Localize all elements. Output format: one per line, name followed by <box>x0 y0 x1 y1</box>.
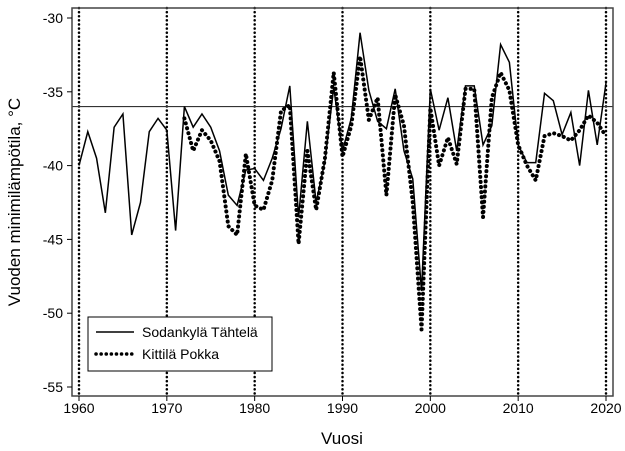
legend-label-sodankyla: Sodankylä Tähtelä <box>142 324 258 340</box>
legend: Sodankylä Tähtelä Kittilä Pokka <box>87 316 273 372</box>
y-tick-label: -55 <box>43 379 63 395</box>
x-tick-label: 2010 <box>503 400 534 416</box>
x-tick-label: 2000 <box>415 400 446 416</box>
series-line-1 <box>182 54 608 332</box>
y-tick-label: -50 <box>43 305 63 321</box>
x-tick-label: 2020 <box>590 400 621 416</box>
x-tick-label: 1960 <box>63 400 94 416</box>
y-tick-label: -40 <box>43 158 63 174</box>
y-tick-label: -45 <box>43 231 63 247</box>
x-tick-label: 1990 <box>327 400 358 416</box>
x-axis-label: Vuosi <box>321 429 363 448</box>
y-tick-label: -35 <box>43 84 63 100</box>
x-tick-label: 1980 <box>239 400 270 416</box>
x-tick-label: 1970 <box>151 400 182 416</box>
y-tick-label: -30 <box>43 10 63 26</box>
legend-label-kittila: Kittilä Pokka <box>142 346 219 362</box>
y-axis-label: Vuoden minimilämpötila, °C <box>5 98 24 306</box>
